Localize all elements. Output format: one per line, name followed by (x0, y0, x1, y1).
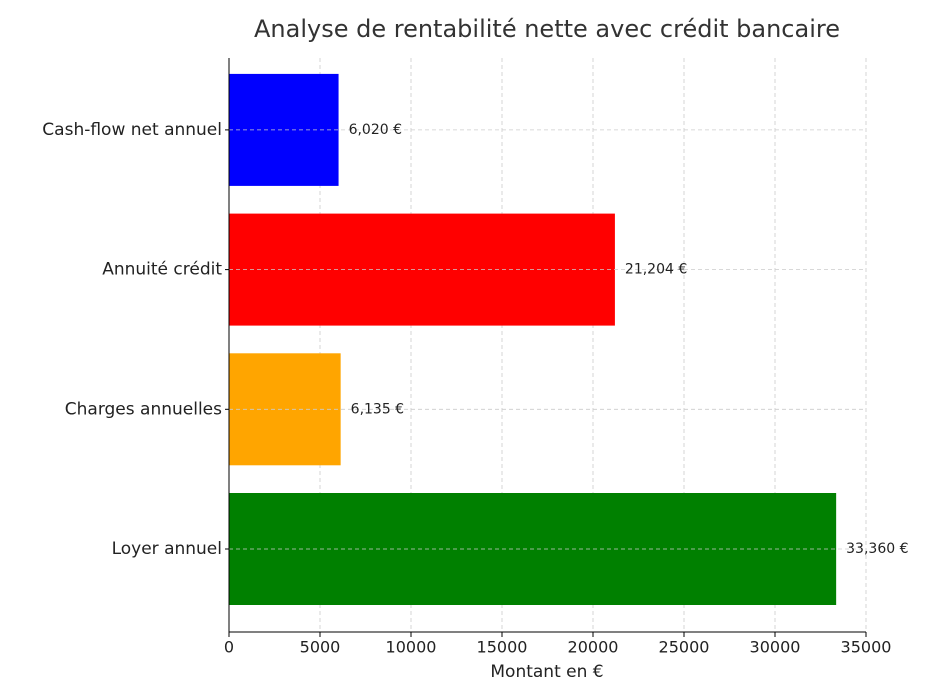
value-label: 21,204 € (625, 262, 687, 278)
x-tick-label: 35000 (841, 638, 892, 657)
value-label: 33,360 € (846, 541, 908, 557)
value-label: 6,020 € (349, 122, 402, 138)
y-tick-label: Annuité crédit (102, 260, 222, 280)
x-tick-label: 5000 (300, 638, 341, 657)
x-tick-label: 25000 (659, 638, 710, 657)
y-tick-label: Cash-flow net annuel (42, 120, 222, 140)
x-tick-label: 15000 (477, 638, 528, 657)
x-tick-label: 10000 (386, 638, 437, 657)
chart-title: Analyse de rentabilité nette avec crédit… (254, 15, 840, 43)
x-axis-label: Montant en € (490, 662, 603, 682)
x-tick-label: 30000 (750, 638, 801, 657)
x-tick-label: 0 (224, 638, 234, 657)
y-tick-label: Loyer annuel (112, 539, 222, 559)
y-tick-label: Charges annuelles (65, 399, 222, 419)
x-tick-label: 20000 (568, 638, 619, 657)
value-label: 6,135 € (351, 401, 404, 417)
